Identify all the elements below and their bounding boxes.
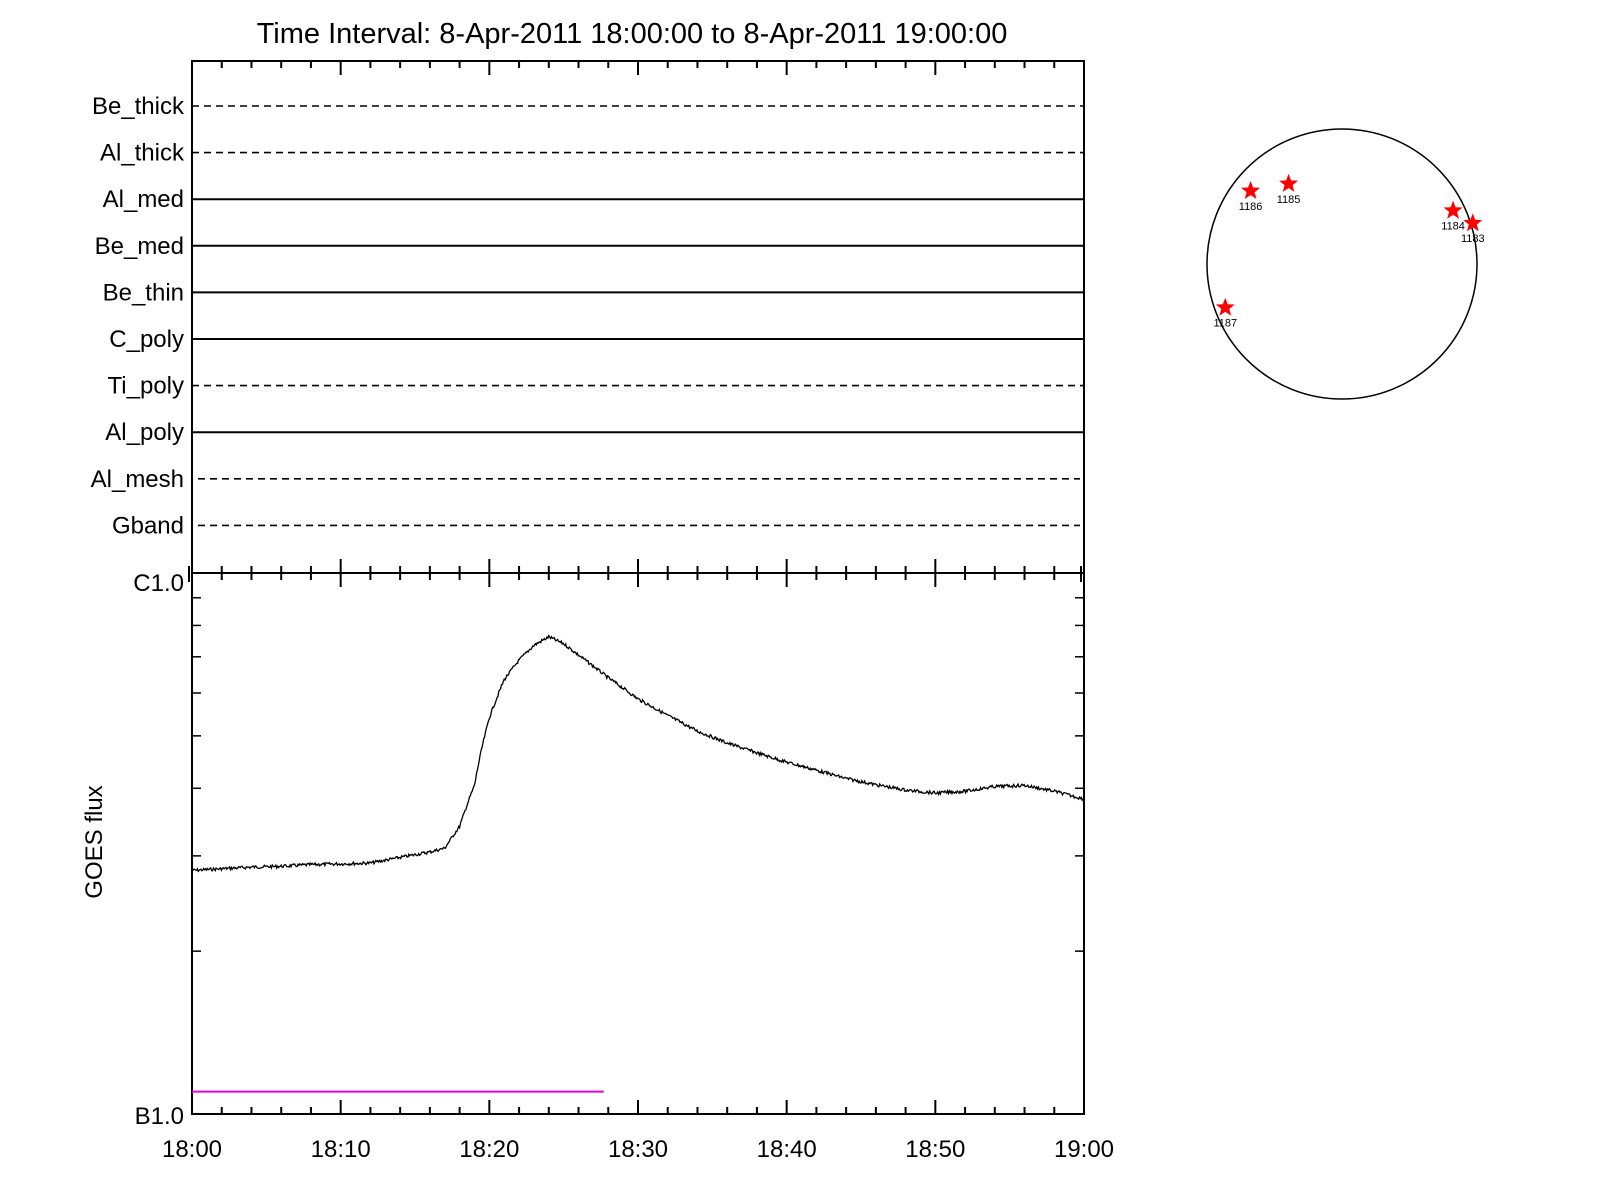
y-axis-label: GOES flux — [81, 785, 108, 898]
coverage-labels: Be_thick Al_thick Al_med Be_med Be_thin C_pol… — [91, 93, 185, 539]
coverage-label-al-poly: Al_poly — [105, 419, 184, 446]
goes-panel-frame — [191, 572, 1085, 1115]
x-tick-label: 18:40 — [757, 1136, 817, 1163]
goes-flux-line — [191, 634, 1084, 873]
active-region-star — [1463, 213, 1483, 232]
coverage-label-al-mesh: Al_mesh — [91, 466, 184, 493]
y-tick-label-max: C1.0 — [133, 570, 184, 597]
chart-title: Time Interval: 8-Apr-2011 18:00:00 to 8-… — [257, 18, 1008, 50]
x-tick-label: 18:30 — [608, 1136, 668, 1163]
coverage-label-al-thick: Al_thick — [100, 140, 185, 167]
goes-panel: 18:00 18:10 18:20 18:30 18:40 18:50 19:00 B1.0… — [81, 570, 1114, 1163]
coverage-panel-frame — [191, 60, 1085, 574]
coverage-lines — [192, 105, 1084, 527]
active-region-label: 1183 — [1461, 233, 1485, 245]
active-region-label: 1186 — [1239, 201, 1263, 213]
coverage-label-be-thin: Be_thin — [103, 279, 184, 306]
x-tick-label: 19:00 — [1054, 1136, 1114, 1163]
x-tick-label: 18:10 — [311, 1136, 371, 1163]
coverage-ticks — [188, 61, 1082, 582]
x-tick-labels: 18:00 18:10 18:20 18:30 18:40 18:50 19:00 — [162, 1136, 1114, 1163]
coverage-label-be-med: Be_med — [95, 233, 184, 260]
x-tick-label: 18:00 — [162, 1136, 222, 1163]
coverage-label-c-poly: C_poly — [109, 326, 184, 353]
coverage-label-gband: Gband — [112, 512, 184, 539]
goes-ticks — [192, 573, 1084, 1114]
active-region-star — [1215, 297, 1235, 316]
active-region-star — [1241, 180, 1261, 199]
x-tick-label: 18:20 — [459, 1136, 519, 1163]
active-region-label: 1185 — [1277, 194, 1301, 206]
y-tick-labels: B1.0 C1.0 — [133, 570, 184, 1130]
coverage-label-al-med: Al_med — [103, 186, 184, 213]
x-tick-label: 18:50 — [905, 1136, 965, 1163]
active-region-star — [1279, 173, 1299, 192]
coverage-label-ti-poly: Ti_poly — [108, 373, 184, 400]
active-region-star — [1443, 200, 1463, 219]
coverage-label-be-thick: Be_thick — [92, 93, 185, 120]
active-region-label: 1184 — [1441, 221, 1465, 233]
goes-series — [191, 634, 1084, 1093]
active-region-label: 1187 — [1213, 318, 1237, 330]
coverage-panel: Be_thick Al_thick Al_med Be_med Be_thin C_pol… — [91, 60, 1085, 582]
y-tick-label-min: B1.0 — [135, 1103, 184, 1130]
solar-disk-outline — [1206, 128, 1478, 400]
